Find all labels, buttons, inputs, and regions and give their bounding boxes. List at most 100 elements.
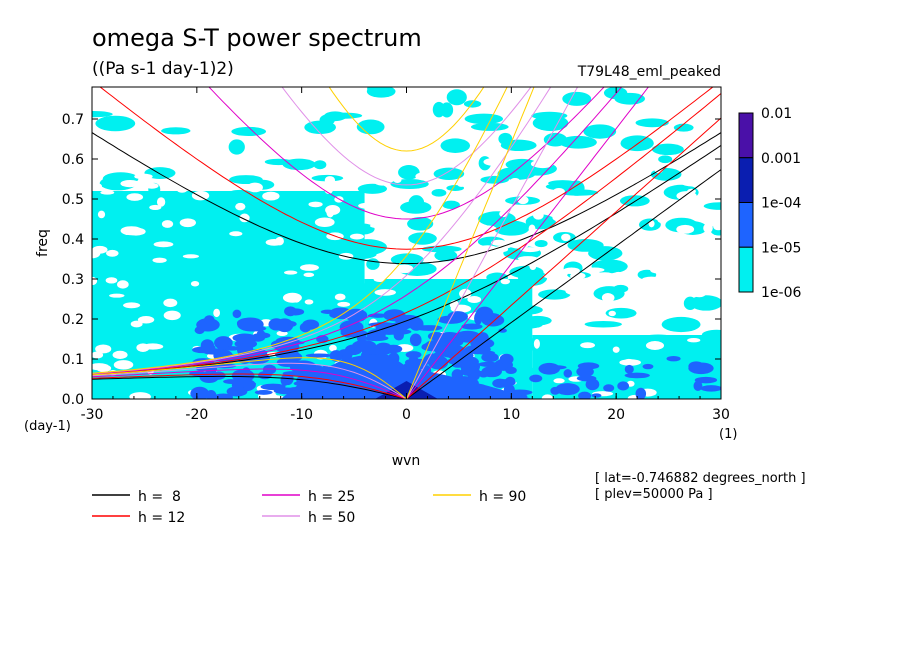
field-gap: [213, 308, 221, 318]
field-gap: [120, 226, 143, 236]
field-blue-patch: [282, 371, 305, 377]
field-blue-core: [280, 354, 533, 399]
field-gap: [235, 202, 246, 211]
field-patch: [105, 260, 123, 276]
rossby-curve-h50: [92, 362, 407, 399]
field-patch: [286, 245, 305, 253]
field-gap: [489, 191, 498, 202]
field-gap: [303, 272, 315, 278]
field-gap: [533, 338, 540, 349]
field-blue-patch: [286, 308, 305, 316]
field-patch: [433, 167, 465, 180]
field-patch: [92, 285, 114, 299]
field-patch: [517, 270, 548, 286]
field-blue-patch: [460, 366, 473, 376]
field-gap: [553, 378, 565, 384]
colorbar: 0.01 0.001 1e-04 1e-05 1e-06: [738, 106, 801, 301]
colorbar-swatch: [738, 112, 754, 159]
field-gap: [459, 288, 472, 299]
field-blue-patch: [339, 320, 364, 335]
field-blue-patch: [624, 364, 634, 374]
field-blue-patch: [237, 317, 264, 332]
kelvin-curve-h12: [406, 117, 721, 399]
field-gap: [415, 172, 434, 181]
field-gap: [247, 182, 263, 193]
field-gap: [163, 310, 181, 321]
field-gap: [563, 267, 580, 275]
legend-label-h50: h = 50: [308, 510, 355, 526]
field-gap: [682, 180, 704, 187]
x-tick-label: 30: [712, 407, 730, 423]
field-blue-patch: [352, 340, 377, 352]
field-blue-patch: [481, 352, 499, 363]
field-gap: [687, 337, 701, 343]
field-gap: [304, 299, 314, 305]
kelvin-curve-h90: [406, 87, 535, 399]
field-gap: [520, 247, 540, 253]
field-blue-patch: [213, 393, 233, 399]
chart-units: ((Pa s-1 day-1)2): [92, 59, 234, 79]
field-patch: [678, 342, 697, 357]
field-patch: [548, 180, 578, 187]
field-blue-patch: [450, 348, 472, 355]
field-gap: [308, 201, 323, 208]
field-gap: [292, 296, 301, 303]
field-gap: [358, 202, 379, 209]
field-blue-patch: [555, 383, 580, 396]
field-patch: [366, 87, 396, 98]
field-gap: [163, 298, 178, 308]
field-patch: [583, 124, 617, 139]
field-gap: [329, 344, 337, 352]
field-patch: [506, 320, 543, 329]
field-gap: [479, 225, 497, 232]
field-blue-patch: [545, 365, 567, 370]
field-blue-patch: [585, 378, 600, 391]
y-tick-label: 0.2: [62, 312, 84, 328]
field-gap: [676, 224, 695, 234]
field-patch: [390, 253, 424, 266]
field-gap: [633, 173, 645, 182]
mrg-curve-h50: [92, 87, 552, 374]
field-blue-patch: [204, 315, 215, 325]
legend-label-h8: h = 8: [138, 489, 181, 505]
curve-group-h12: [92, 87, 721, 399]
field-patch: [543, 132, 568, 147]
field-patch: [110, 323, 128, 330]
ig-curve-h50: [281, 87, 532, 186]
x-tick-label: -10: [290, 407, 313, 423]
field-patch: [161, 127, 191, 135]
field-gap: [650, 266, 668, 274]
field-blue-patch: [190, 386, 210, 399]
field-gap: [673, 272, 681, 280]
lat-note: [ lat=-0.746882 degrees_north ]: [595, 471, 806, 486]
field-patch: [408, 195, 425, 211]
field-patch: [180, 238, 199, 250]
rossby-curve-h12: [92, 373, 407, 399]
y-tick-label: 0.3: [62, 272, 84, 288]
field-patch: [194, 242, 219, 256]
field-gap: [698, 182, 712, 190]
field-gap: [584, 267, 605, 273]
colorbar-swatch: [738, 157, 754, 203]
legend-label-h25: h = 25: [308, 489, 355, 505]
field-patch: [519, 367, 544, 375]
field-gap: [384, 238, 404, 245]
field-gap: [314, 217, 335, 227]
field-gap: [608, 310, 616, 317]
field-blue-patch: [424, 353, 441, 364]
field-gap: [349, 233, 364, 240]
field-gap: [395, 264, 414, 274]
mrg-curve-h25: [92, 87, 623, 375]
field-gap: [529, 188, 537, 196]
x-axis-label: wvn: [392, 453, 421, 469]
field-blue-patch: [302, 319, 320, 330]
field-patch: [231, 126, 267, 137]
field-gap: [374, 289, 397, 296]
field-blue-patch: [624, 372, 650, 379]
field-gap: [324, 176, 336, 185]
y-unit-label: (day-1): [24, 419, 71, 434]
field-patch: [228, 139, 245, 155]
field-patch: [357, 183, 388, 194]
field-patch: [446, 89, 467, 106]
